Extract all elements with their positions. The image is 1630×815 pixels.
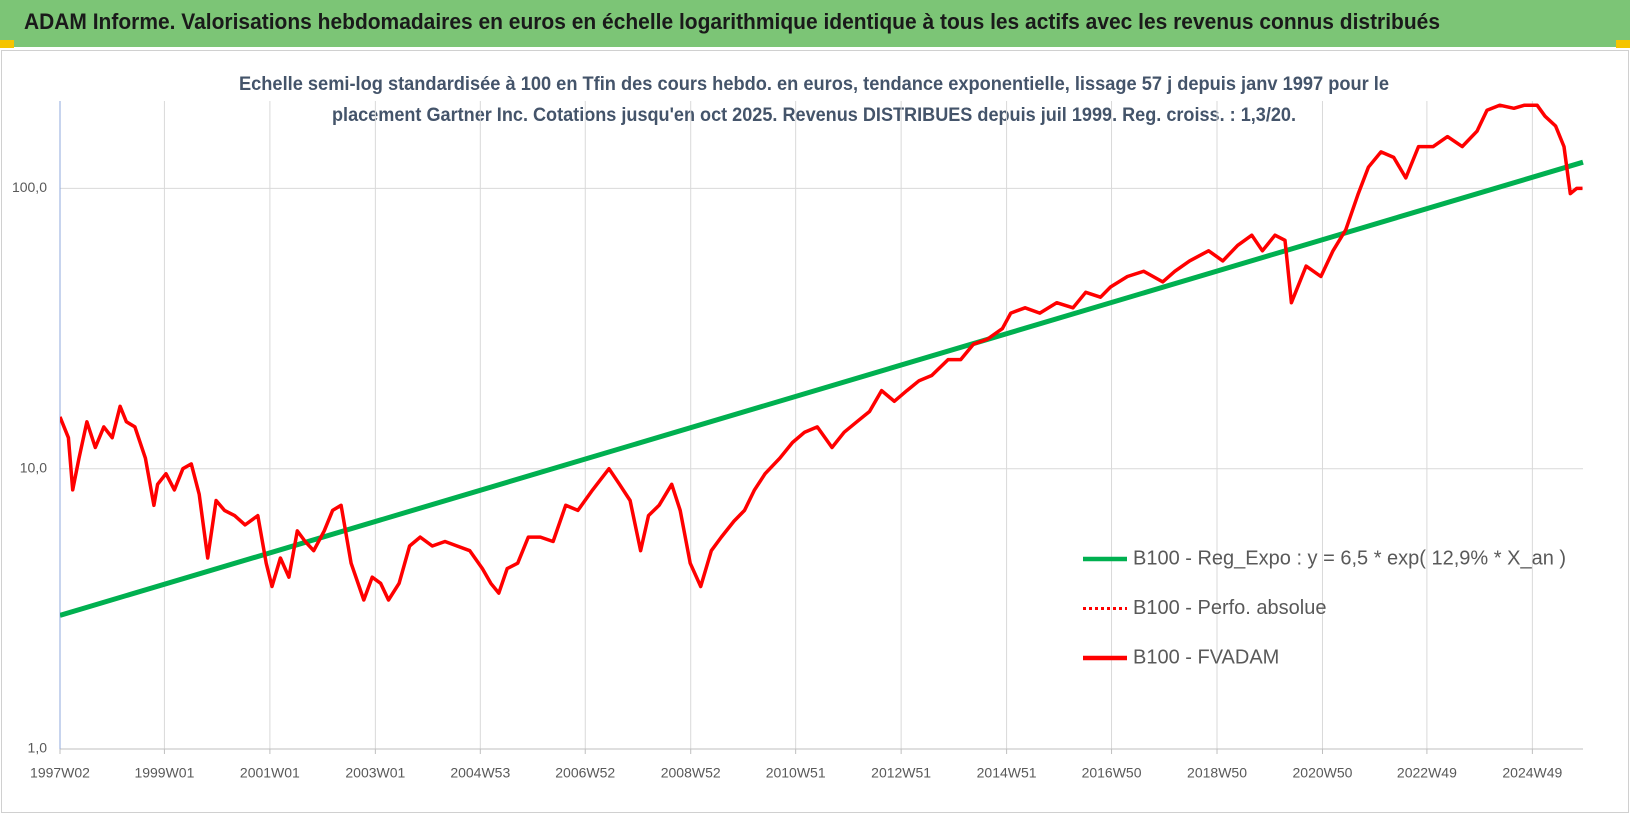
y-tick-label: 100,0	[12, 179, 47, 195]
x-tick-label: 2010W51	[766, 765, 826, 781]
x-tick-label: 2014W51	[977, 765, 1037, 781]
corner-mark	[0, 40, 14, 48]
title-bar	[0, 0, 1630, 47]
corner-mark	[1616, 40, 1630, 48]
x-tick-label: 2012W51	[871, 765, 931, 781]
x-tick-label: 2004W53	[450, 765, 510, 781]
x-tick-label: 2022W49	[1397, 765, 1457, 781]
series-line	[60, 103, 1583, 602]
y-tick-label: 10,0	[20, 459, 47, 475]
chart-subtitle: placement Gartner Inc. Cotations jusqu'e…	[332, 105, 1296, 126]
chart-title: ADAM Informe. Valorisations hebdomadaire…	[24, 9, 1440, 34]
x-tick-label: 2016W50	[1082, 765, 1142, 781]
chart-subtitle: Echelle semi-log standardisée à 100 en T…	[239, 74, 1389, 95]
x-tick-label: 2018W50	[1187, 765, 1247, 781]
legend-label: B100 - Reg_Expo : y = 6,5 * exp( 12,9% *…	[1133, 547, 1566, 569]
x-tick-label: 1997W02	[30, 765, 90, 781]
x-tick-label: 2024W49	[1502, 765, 1562, 781]
series-line	[60, 159, 1584, 618]
x-tick-label: 2003W01	[345, 765, 405, 781]
x-tick-label: 1999W01	[134, 765, 194, 781]
y-tick-label: 1,0	[28, 740, 48, 756]
x-tick-label: 2001W01	[240, 765, 300, 781]
chart-border	[1, 50, 1629, 813]
x-tick-label: 2020W50	[1293, 765, 1353, 781]
x-tick-label: 2006W52	[555, 765, 615, 781]
x-tick-label: 2008W52	[661, 765, 721, 781]
legend-label: B100 - Perfo. absolue	[1133, 597, 1326, 619]
legend-label: B100 - FVADAM	[1133, 646, 1279, 668]
